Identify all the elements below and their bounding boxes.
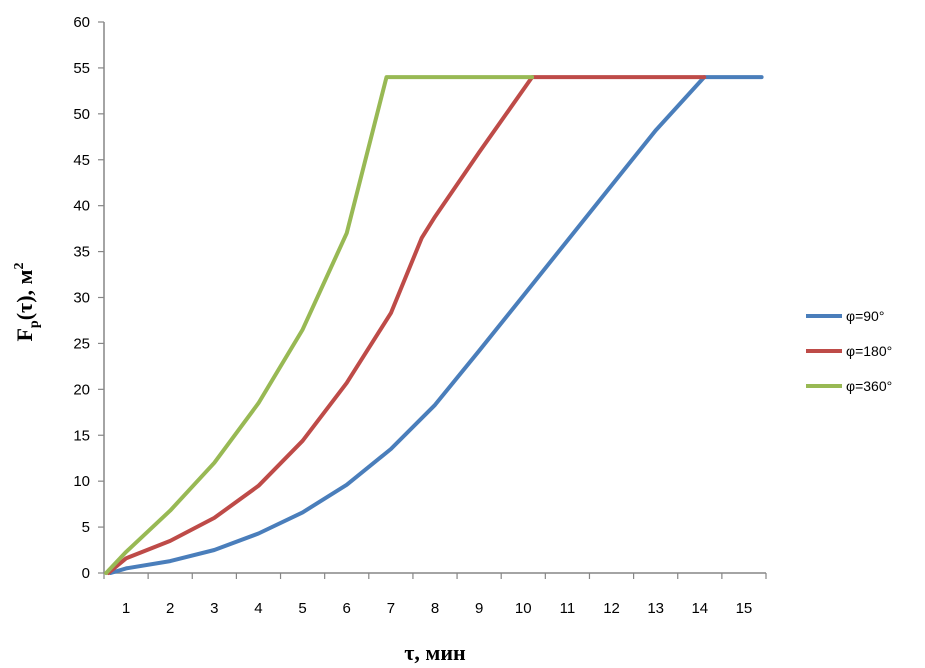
x-tick-label: 8 <box>431 600 439 617</box>
series-line-2 <box>106 75 707 575</box>
y-tick-label: 35 <box>73 244 90 261</box>
y-axis-title: Fр(τ), м2 <box>12 262 42 341</box>
x-tick-label: 2 <box>166 600 174 617</box>
y-title-main: F <box>12 328 37 341</box>
x-tick-label: 12 <box>603 600 620 617</box>
y-tick-label: 55 <box>73 60 90 77</box>
legend-label-1: φ=90° <box>846 308 884 324</box>
x-tick-label: 5 <box>298 600 306 617</box>
y-tick-label: 10 <box>73 473 90 490</box>
y-title-rest: (τ), м <box>12 269 37 320</box>
y-tick-label: 5 <box>82 519 90 536</box>
legend-label-2: φ=180° <box>846 343 892 359</box>
x-tick-label: 1 <box>122 600 130 617</box>
series-lines <box>104 75 764 575</box>
y-title-sup: 2 <box>12 262 27 269</box>
x-tick-label: 9 <box>475 600 483 617</box>
y-tick-label: 60 <box>73 14 90 31</box>
x-tick-label: 6 <box>343 600 351 617</box>
y-tick-label: 50 <box>73 106 90 123</box>
y-tick-label: 45 <box>73 152 90 169</box>
x-tick-label: 14 <box>691 600 708 617</box>
y-title-sub: р <box>27 320 42 328</box>
series-line-3 <box>104 75 535 575</box>
x-tick-label: 7 <box>387 600 395 617</box>
y-tick-label: 15 <box>73 427 90 444</box>
series-line-1 <box>108 75 764 575</box>
x-tick-label: 10 <box>515 600 532 617</box>
y-tick-label: 25 <box>73 335 90 352</box>
x-tick-label: 15 <box>736 600 753 617</box>
y-axis-ticks: 0 5 10 15 20 25 30 35 40 45 50 55 60 <box>73 14 104 582</box>
y-tick-label: 0 <box>82 565 90 582</box>
legend: φ=90° φ=180° φ=360° <box>806 308 892 394</box>
x-axis-title: τ, мин <box>404 640 466 665</box>
x-tick-label: 3 <box>210 600 218 617</box>
y-tick-label: 30 <box>73 290 90 307</box>
y-tick-label: 20 <box>73 381 90 398</box>
x-tick-label: 4 <box>254 600 262 617</box>
x-tick-label: 13 <box>647 600 664 617</box>
x-tick-label: 11 <box>560 600 576 617</box>
x-axis-ticks: 1 2 3 4 5 6 7 8 9 10 11 12 13 14 15 <box>103 573 767 617</box>
legend-label-3: φ=360° <box>846 378 892 394</box>
y-tick-label: 40 <box>73 198 90 215</box>
